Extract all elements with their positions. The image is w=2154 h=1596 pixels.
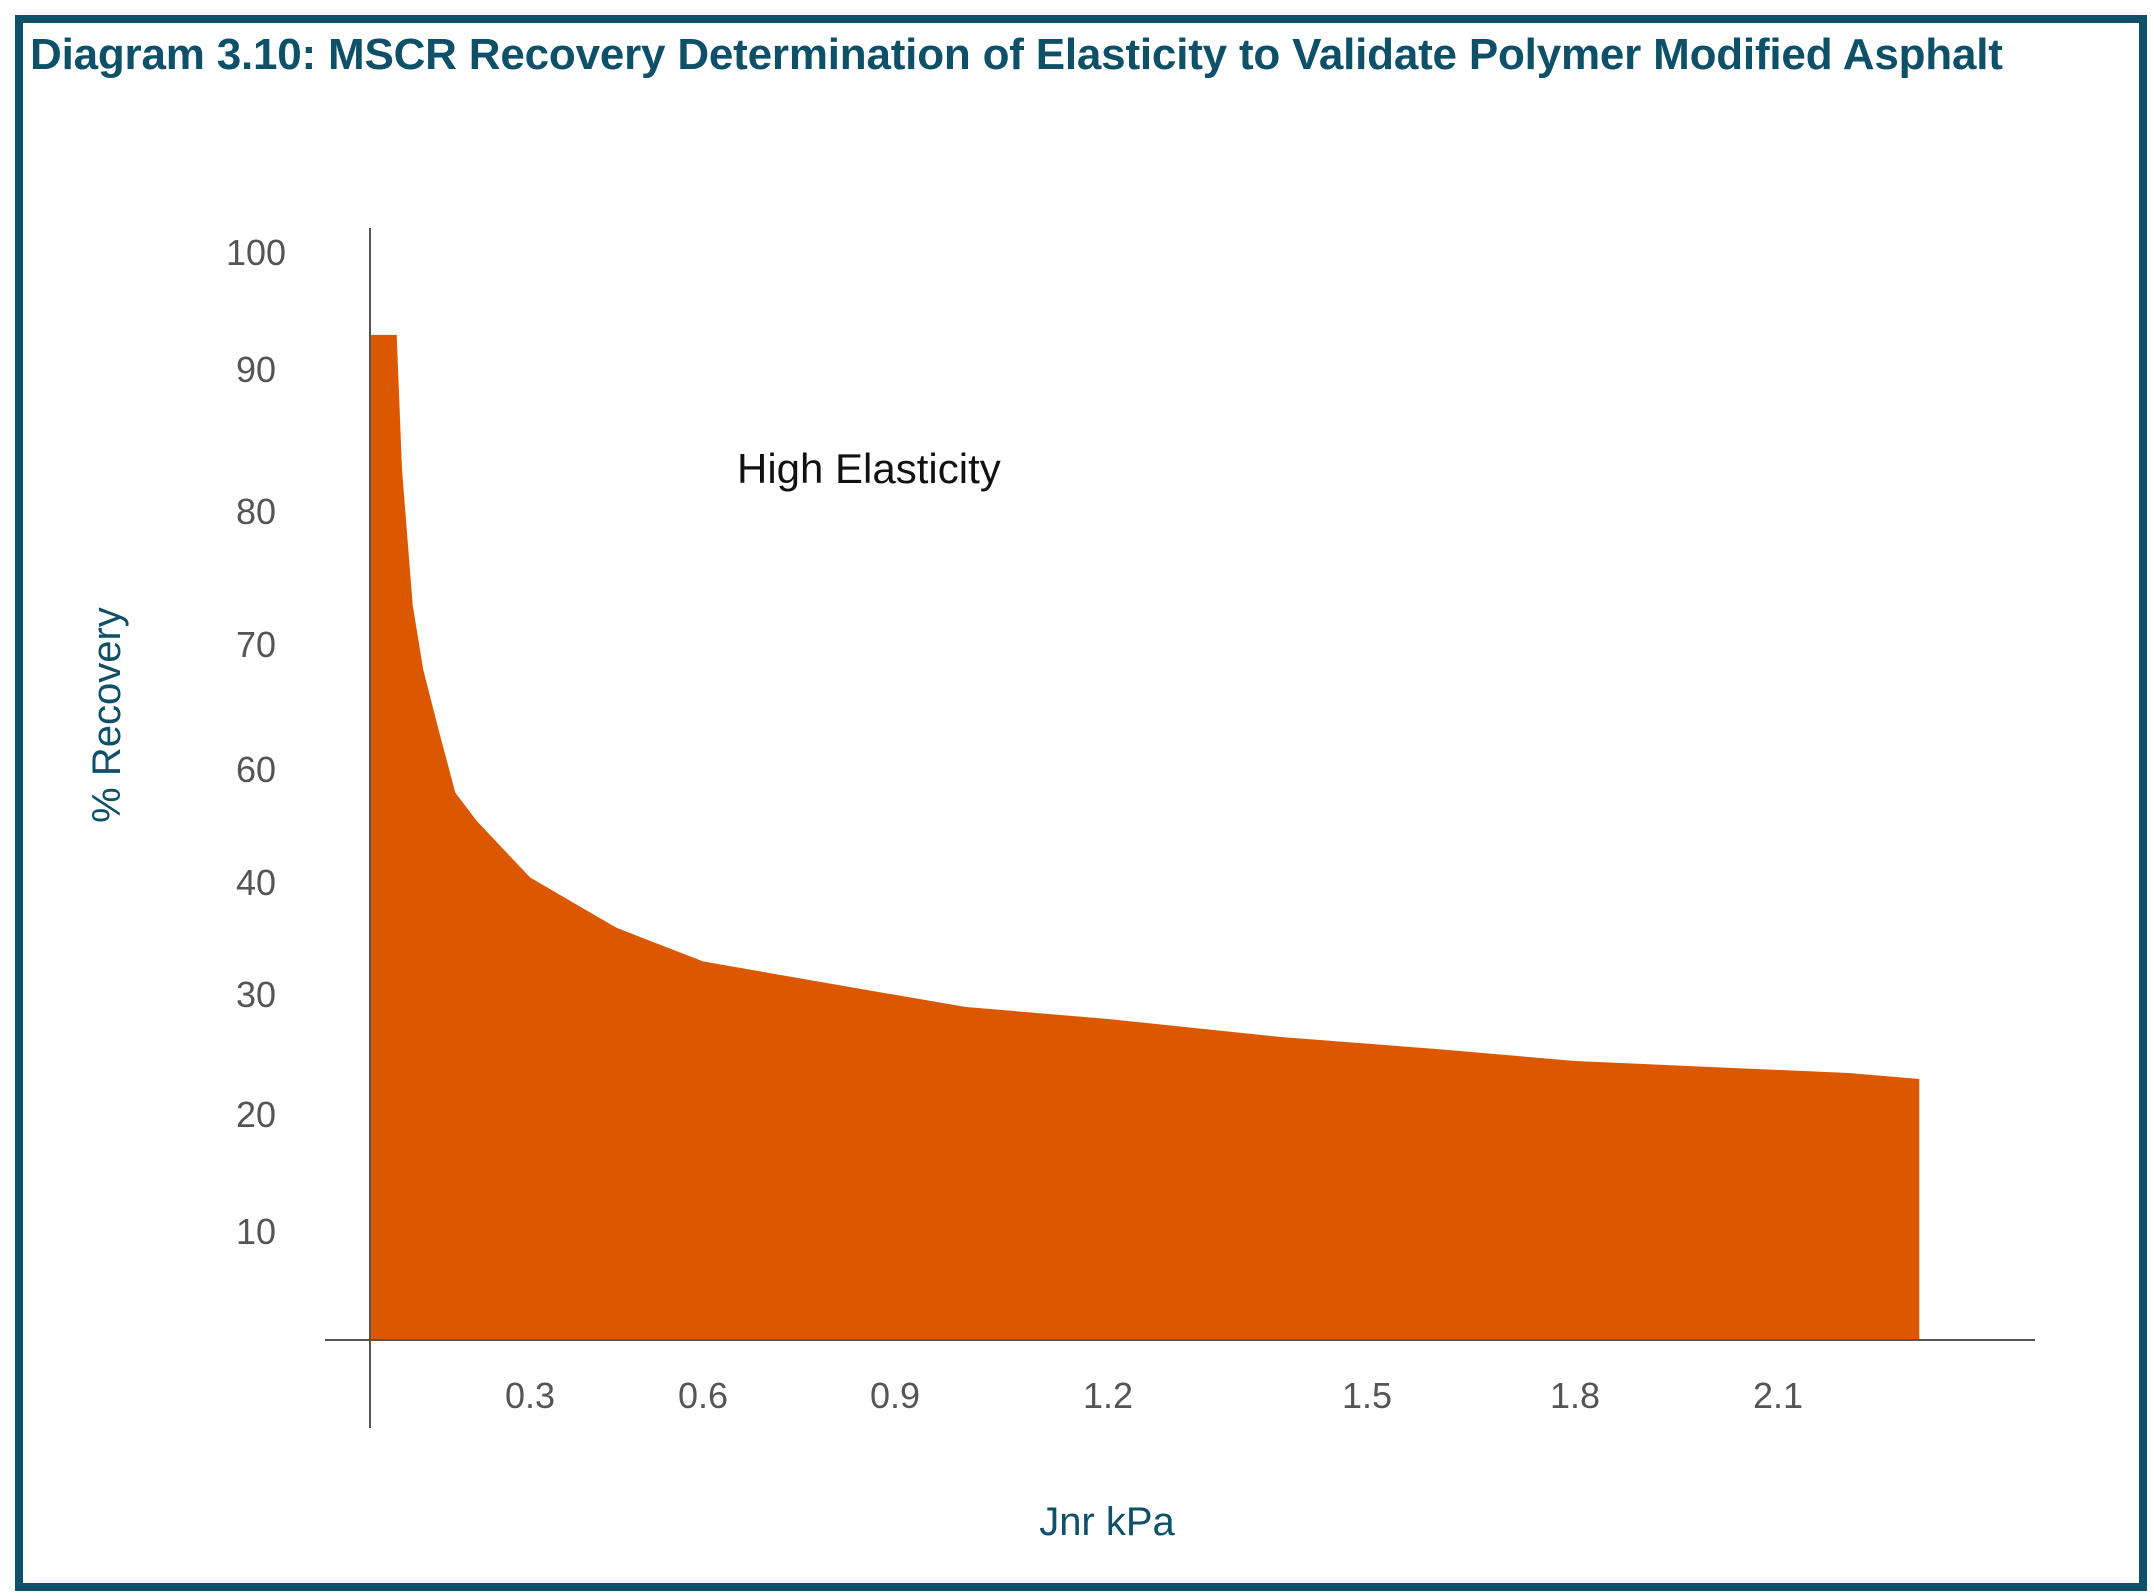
annotation-high-elasticity: High Elasticity [737,445,1001,492]
y-tick-label: 20 [236,1094,276,1135]
x-axis-title: Jnr kPa [1039,1500,1175,1544]
chart-title: Diagram 3.10: MSCR Recovery Determinatio… [30,30,2003,79]
y-tick-label: 10 [236,1211,276,1252]
recovery-area [370,334,1920,1340]
y-axis-title: % Recovery [85,607,129,823]
y-tick-label: 30 [236,974,276,1015]
x-tick-label: 1.8 [1550,1375,1600,1416]
x-tick-label: 0.3 [505,1375,555,1416]
x-tick-label: 0.6 [678,1375,728,1416]
area-layer [370,334,1920,1340]
x-tick-label: 0.9 [870,1375,920,1416]
y-tick-label: 80 [236,491,276,532]
x-tick-label: 2.1 [1753,1375,1803,1416]
diagram-frame [15,15,2147,1591]
y-tick-label: 90 [236,349,276,390]
x-tick-label: 1.5 [1342,1375,1392,1416]
y-tick-label: 60 [236,749,276,790]
y-tick-label: 40 [236,862,276,903]
y-tick-label: 70 [236,624,276,665]
x-tick-labels: 0.3 0.6 0.9 1.2 1.5 1.8 2.1 [505,1375,1803,1416]
y-tick-labels: 10 20 30 40 60 70 80 90 100 [226,232,286,1252]
x-tick-label: 1.2 [1083,1375,1133,1416]
y-tick-label: 100 [226,232,286,273]
